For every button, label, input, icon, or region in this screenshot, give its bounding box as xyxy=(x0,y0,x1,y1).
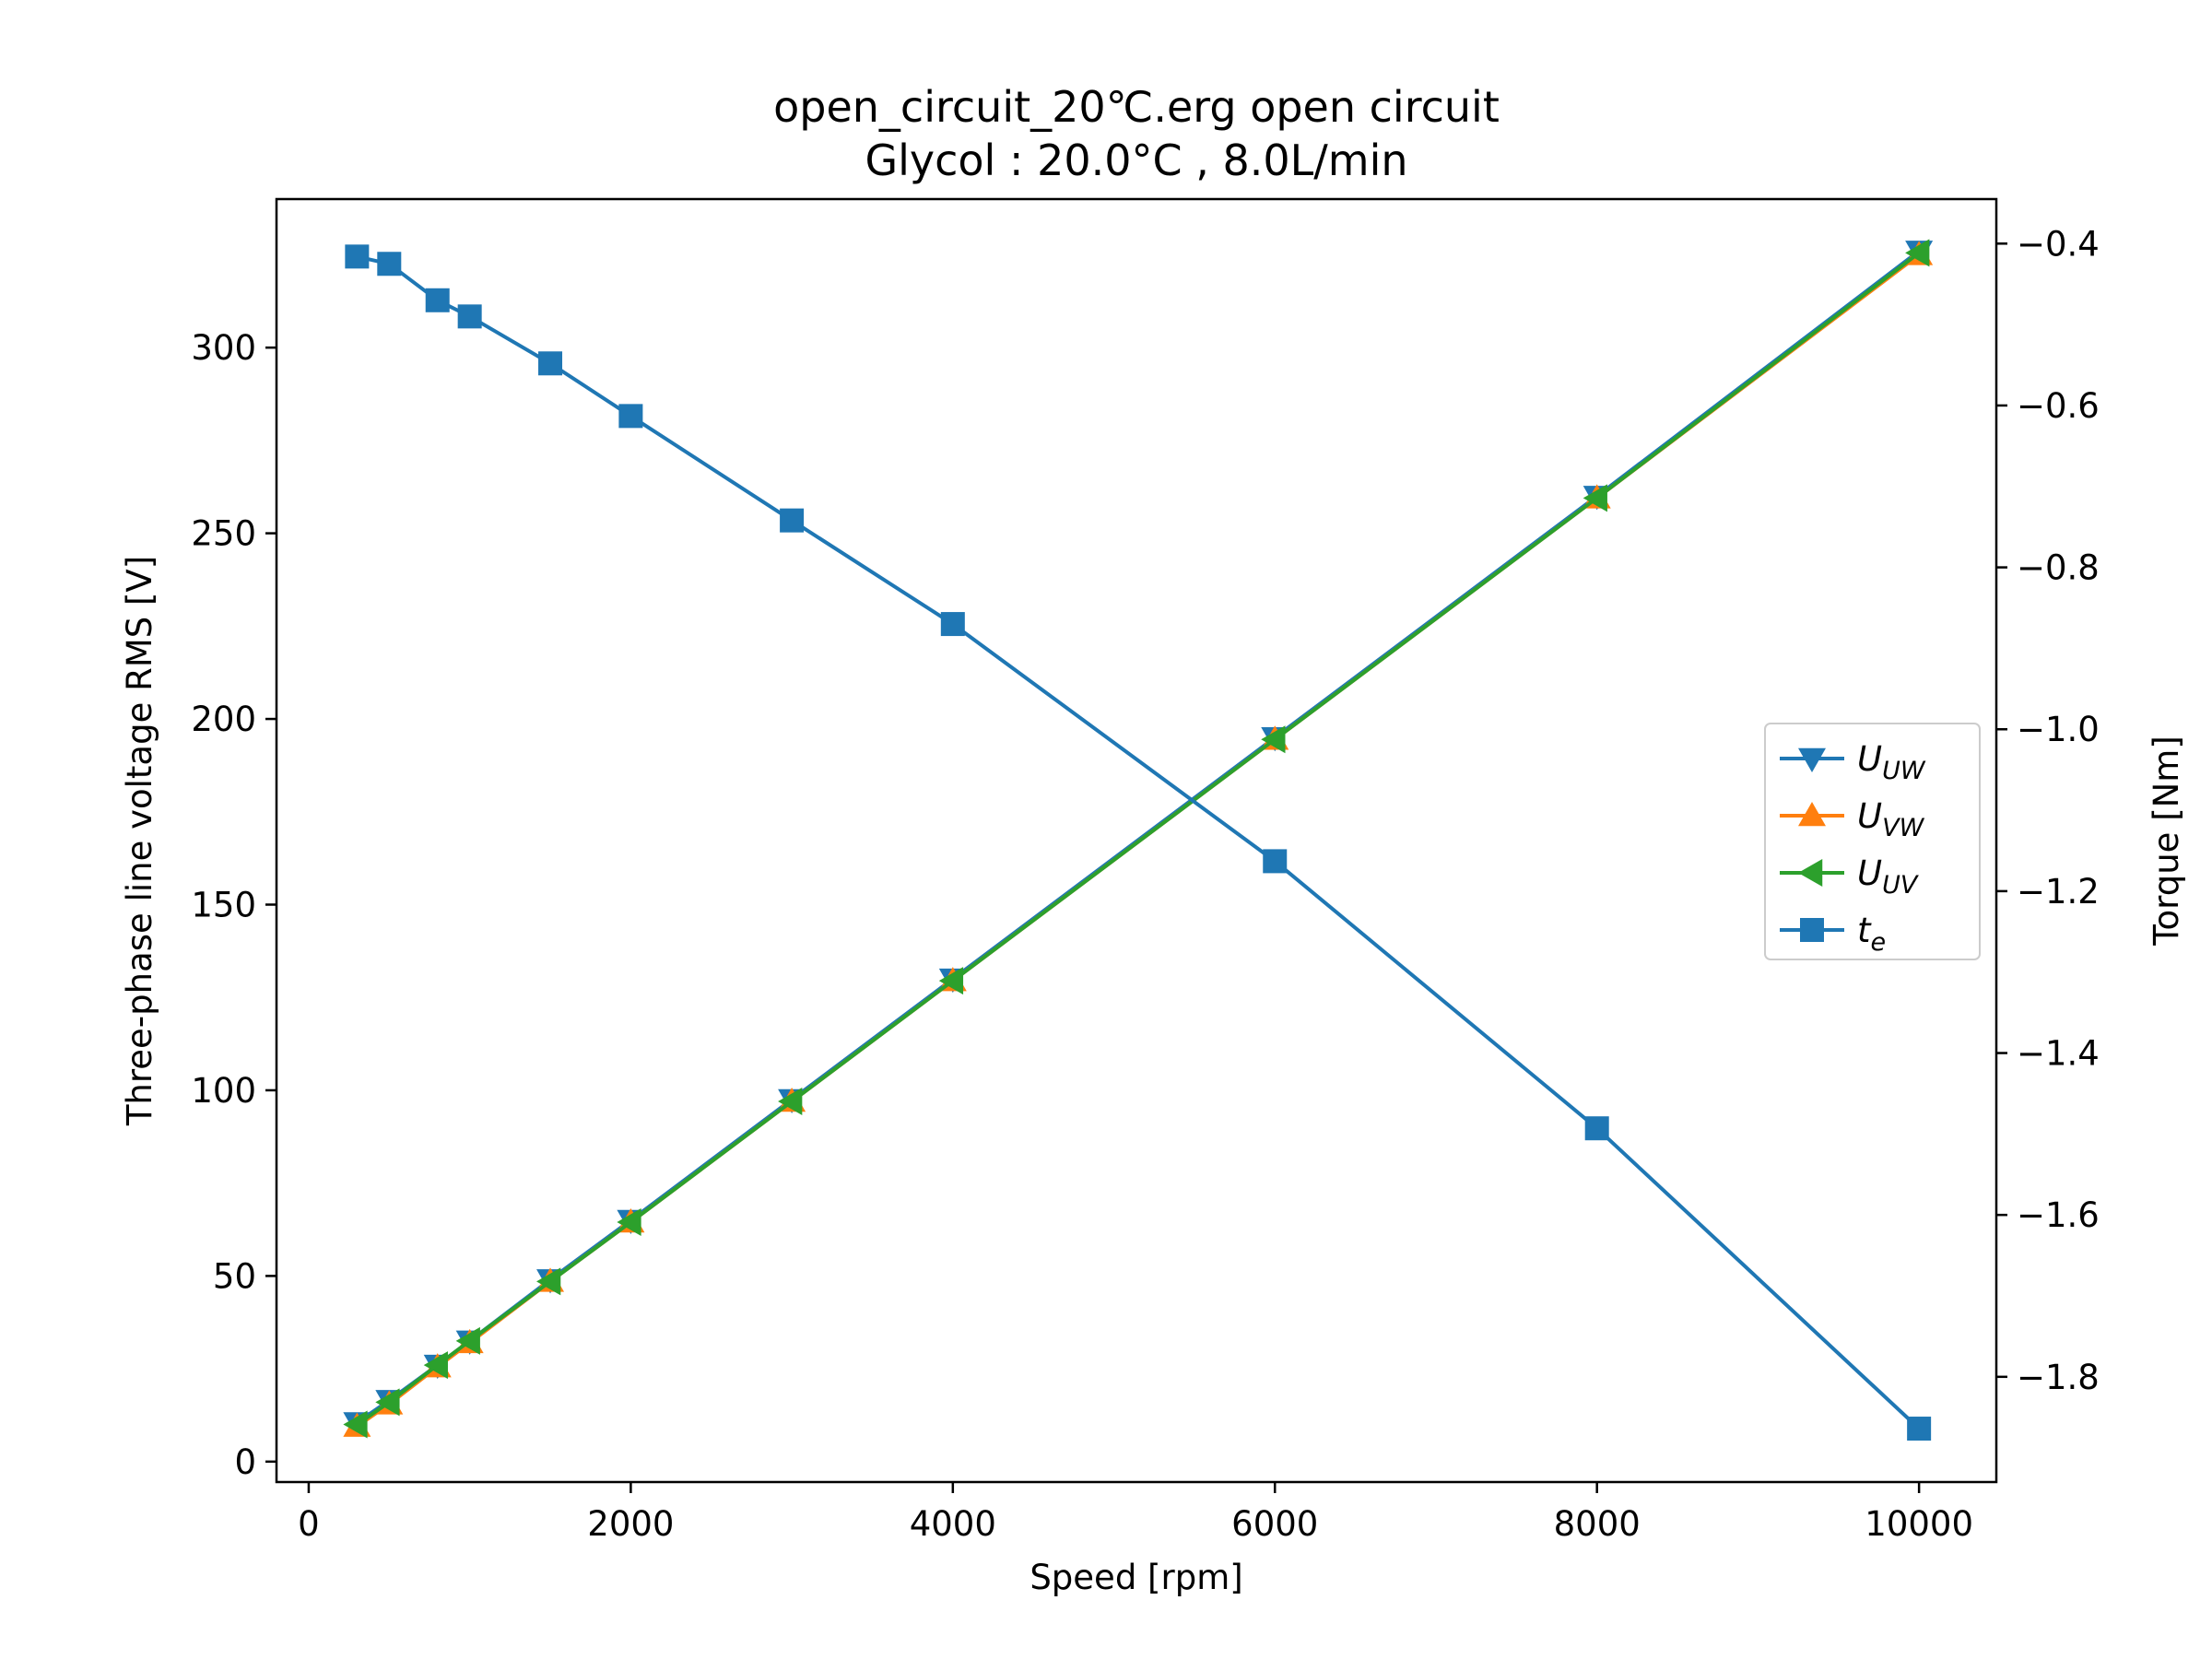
data-point-u-uv xyxy=(938,967,964,995)
legend-label: UUW xyxy=(1857,739,1926,785)
y-tick-label: 300 xyxy=(191,328,256,368)
y2-tick-label: −1.2 xyxy=(2017,872,2100,912)
y-tick-label: 250 xyxy=(191,514,256,554)
chart-subtitle: Glycol : 20.0°C , 8.0L/min xyxy=(865,135,1407,185)
x-axis-label: Speed [rpm] xyxy=(1030,1558,1242,1597)
y2-tick-label: −0.4 xyxy=(2017,224,2100,264)
plot-area xyxy=(343,239,1934,1441)
x-tick-label: 6000 xyxy=(1231,1504,1318,1544)
data-point-t-e xyxy=(538,351,563,376)
legend-marker xyxy=(1798,802,1826,827)
data-point-u-uv xyxy=(536,1267,561,1296)
y2-axis-label: Torque [Nm] xyxy=(2147,735,2186,947)
data-point-t-e xyxy=(345,244,370,269)
legend-label: UVW xyxy=(1857,796,1925,842)
data-point-t-e xyxy=(425,288,450,312)
data-point-t-e xyxy=(377,252,402,276)
y-tick-label: 150 xyxy=(191,885,256,924)
legend-item: UUV xyxy=(1780,853,1920,900)
data-point-t-e xyxy=(940,612,965,637)
legend-label: UUV xyxy=(1857,853,1920,900)
data-point-u-uv xyxy=(343,1410,368,1439)
y2-tick-label: −1.0 xyxy=(2017,710,2100,749)
legend-marker xyxy=(1798,859,1823,887)
y-axis-right: −0.4 −0.6 −0.8 −1.0 −1.2 −1.4 −1.6 −1.8 xyxy=(1996,224,2100,1397)
y-axis-label: Three-phase line voltage RMS [V] xyxy=(120,556,159,1126)
data-point-u-uv xyxy=(617,1207,641,1236)
data-point-t-e xyxy=(1584,1116,1609,1141)
plot-frame xyxy=(275,197,1998,1484)
y-tick-label: 0 xyxy=(234,1442,256,1482)
y-tick-label: 50 xyxy=(213,1256,256,1296)
series-line-u-uw xyxy=(356,249,1921,1425)
x-tick-label: 4000 xyxy=(910,1504,996,1544)
legend-marker xyxy=(1800,918,1824,942)
y2-tick-label: −1.6 xyxy=(2017,1195,2100,1235)
y-axis-left: 0 50 100 150 200 250 300 xyxy=(191,328,276,1482)
data-point-u-uv xyxy=(1583,484,1607,512)
y2-tick-label: −0.8 xyxy=(2017,548,2100,588)
data-point-u-uv xyxy=(375,1388,400,1417)
data-point-u-uv xyxy=(778,1088,803,1116)
y2-tick-label: −1.8 xyxy=(2017,1358,2100,1397)
y2-tick-label: −1.4 xyxy=(2017,1034,2100,1074)
x-tick-label: 2000 xyxy=(587,1504,674,1544)
data-point-u-uv xyxy=(455,1326,480,1355)
legend-item: UVW xyxy=(1780,796,1925,842)
x-tick-label: 8000 xyxy=(1554,1504,1641,1544)
y-tick-label: 200 xyxy=(191,700,256,739)
x-tick-label: 0 xyxy=(298,1504,320,1544)
data-point-t-e xyxy=(1263,849,1288,874)
y-tick-label: 100 xyxy=(191,1071,256,1111)
data-point-u-uv xyxy=(1905,239,1930,267)
legend: UUW UVW UUV te xyxy=(1764,723,1981,960)
series-t-e xyxy=(345,244,1932,1441)
x-tick-label: 10000 xyxy=(1865,1504,1973,1544)
legend-item: UUW xyxy=(1780,739,1926,785)
x-axis: 0 2000 4000 6000 8000 10000 xyxy=(298,1482,1973,1544)
data-point-t-e xyxy=(618,404,643,429)
series-u-uv xyxy=(343,239,1930,1439)
data-point-u-uv xyxy=(1261,725,1286,754)
data-point-t-e xyxy=(1907,1417,1932,1441)
chart-title: open_circuit_20℃.erg open circuit xyxy=(773,82,1500,132)
legend-box xyxy=(1764,723,1981,960)
legend-label: te xyxy=(1857,911,1886,957)
data-point-u-uv xyxy=(423,1351,448,1380)
y2-tick-label: −0.6 xyxy=(2017,386,2100,426)
legend-item: te xyxy=(1780,911,1886,957)
data-point-t-e xyxy=(780,508,805,533)
data-point-t-e xyxy=(457,304,482,329)
legend-marker xyxy=(1798,747,1826,772)
